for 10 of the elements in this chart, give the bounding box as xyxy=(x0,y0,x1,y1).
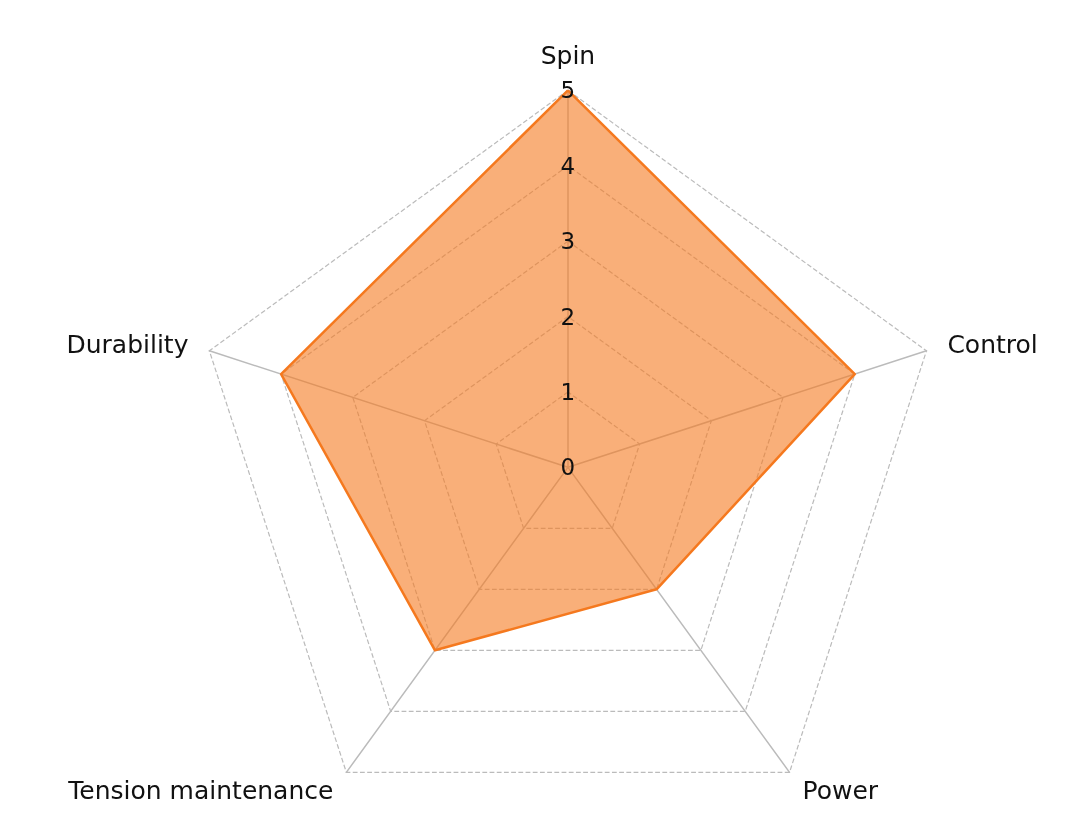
spoke-label: Control xyxy=(947,329,1038,359)
y-tick-label: 4 xyxy=(560,152,576,179)
y-tick-label: 1 xyxy=(560,378,576,405)
spoke-label: Tension maintenance xyxy=(67,775,334,805)
spoke-label: Spin xyxy=(540,41,596,71)
y-tick-label: 3 xyxy=(560,228,576,255)
spoke-label: Durability xyxy=(66,329,189,359)
y-tick-label: 2 xyxy=(560,303,576,330)
spoke-label: Power xyxy=(802,775,879,805)
y-tick-label: 0 xyxy=(560,454,576,481)
